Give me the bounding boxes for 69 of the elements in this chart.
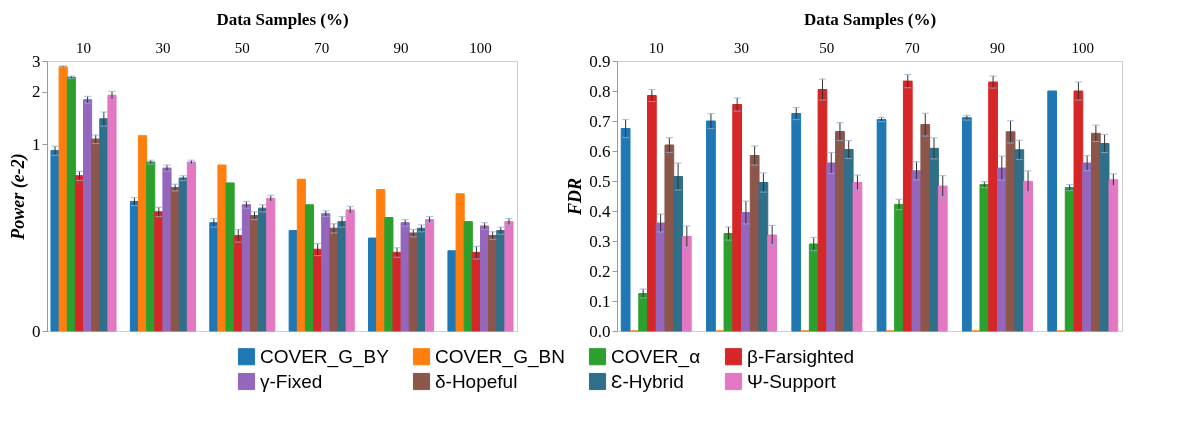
y-tick-label: 0.1 [589, 291, 611, 311]
y-axis-title: Power (e-2) [8, 153, 29, 241]
x-tick-label: 100 [1071, 39, 1095, 56]
bar [1108, 179, 1119, 332]
bar [996, 167, 1007, 332]
bar [723, 233, 734, 332]
y-tick-label: 0.3 [589, 231, 611, 251]
x-axis-title: Data Samples (%) [216, 9, 349, 29]
y-axis-title: FDR [565, 177, 586, 217]
bar [664, 144, 675, 332]
bar [894, 203, 904, 332]
legend-label: Ψ-Support [747, 370, 837, 392]
bar [791, 113, 802, 332]
bar [647, 95, 657, 332]
bar [826, 162, 837, 332]
legend-label: COVER_α [611, 345, 701, 368]
bar [835, 131, 845, 332]
x-tick-label: 100 [469, 39, 492, 56]
legend-label: δ-Hopeful [435, 370, 518, 392]
x-tick-label: 90 [989, 39, 1005, 56]
y-tick-label: 0.2 [589, 261, 611, 281]
x-tick-label: 50 [234, 39, 250, 56]
y-tick-label: 0.0 [589, 321, 611, 341]
bar [920, 124, 931, 332]
x-tick-label: 70 [904, 39, 920, 56]
x-tick-label: 90 [393, 39, 409, 56]
y-tick-label: 0.8 [589, 81, 611, 101]
y-tick-label: 0.5 [589, 171, 611, 191]
y-tick-label: 0.6 [589, 141, 611, 161]
bar [767, 234, 778, 332]
bar [638, 293, 648, 332]
legend-label: COVER_G_BY [260, 345, 390, 368]
bar [902, 80, 913, 332]
x-tick-label: 10 [648, 39, 664, 56]
y-tick-label: 0.4 [589, 201, 611, 221]
bar [620, 128, 631, 332]
y-tick-label: 0.7 [589, 111, 611, 131]
bar [732, 104, 743, 332]
bar [988, 81, 998, 332]
bar [706, 120, 716, 332]
x-tick-label: 30 [155, 39, 171, 56]
bar [1073, 90, 1084, 332]
bar [1091, 132, 1101, 332]
y-tick-label: 3 [32, 51, 41, 71]
bar [758, 182, 769, 332]
bar [1014, 149, 1025, 332]
bar [1082, 162, 1092, 332]
legend-label: β-Farsighted [747, 345, 855, 367]
x-tick-label: 50 [819, 39, 835, 56]
x-axis-title: Data Samples (%) [803, 9, 937, 29]
y-tick-label: 1 [32, 134, 41, 154]
legend-label: COVER_G_BN [435, 345, 565, 368]
x-tick-label: 30 [734, 39, 750, 56]
bar [852, 182, 863, 332]
x-tick-label: 10 [76, 39, 92, 56]
bar [673, 176, 683, 332]
x-tick-label: 70 [314, 39, 330, 56]
y-tick-label: 0 [32, 321, 41, 341]
y-tick-label: 0.9 [589, 51, 611, 71]
bar [1047, 90, 1058, 332]
bar [929, 147, 939, 332]
legend-label: γ-Fixed [260, 370, 323, 392]
y-tick-label: 2 [32, 82, 41, 102]
bar [817, 89, 828, 332]
bar [741, 212, 751, 332]
bar [1023, 180, 1033, 332]
legend-label: Ɛ-Hybrid [611, 370, 684, 392]
bar [937, 185, 948, 332]
bar [681, 236, 692, 332]
